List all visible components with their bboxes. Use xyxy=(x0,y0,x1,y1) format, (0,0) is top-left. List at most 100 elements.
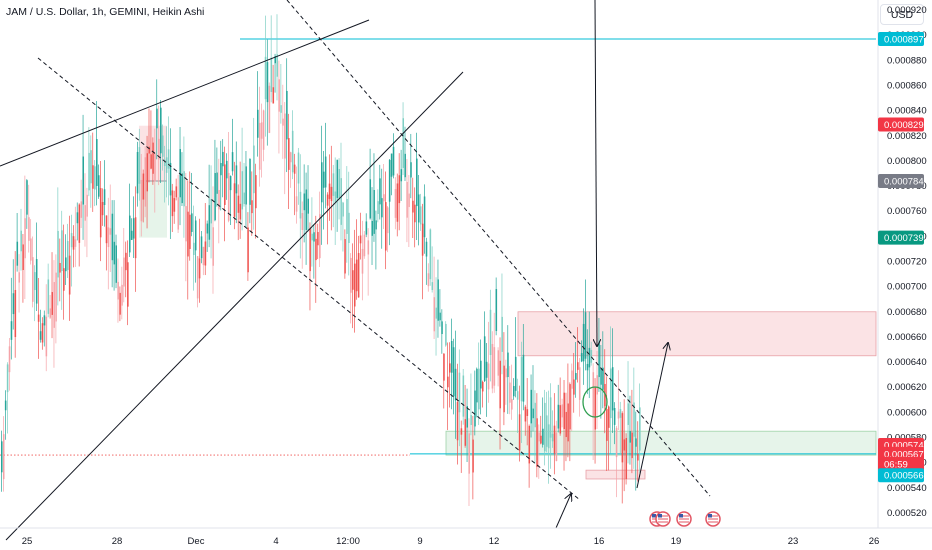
candle-body xyxy=(299,191,302,219)
candle-body xyxy=(590,349,593,363)
candle-body xyxy=(264,56,267,100)
candle-body xyxy=(160,107,162,154)
candle-body xyxy=(262,110,265,150)
candle-body xyxy=(158,138,160,160)
candle-body xyxy=(49,308,52,318)
price-tick-label: 0.000880 xyxy=(887,55,927,66)
candle-body xyxy=(398,175,401,204)
candle-body xyxy=(392,146,395,176)
candle-body xyxy=(191,213,193,232)
target-arrow xyxy=(636,343,668,489)
candle-body xyxy=(396,183,399,222)
us-flag-icon[interactable] xyxy=(676,511,692,527)
candle-body xyxy=(181,173,183,204)
candle-body xyxy=(194,220,197,251)
price-tag-label: 0.000897 xyxy=(884,34,924,45)
candle-body xyxy=(388,159,391,202)
candle-body xyxy=(573,379,575,395)
candle-body xyxy=(609,368,612,419)
candle-body xyxy=(144,157,147,207)
candle-body xyxy=(278,79,280,112)
us-flag-icon[interactable] xyxy=(655,511,671,527)
candle-body xyxy=(241,171,244,210)
price-tag xyxy=(878,468,924,483)
candle-body xyxy=(569,384,571,430)
candle-body xyxy=(330,186,333,202)
candle-body xyxy=(406,181,408,218)
candle-body xyxy=(165,157,168,173)
candle-body xyxy=(154,153,156,182)
candle-body xyxy=(212,227,214,266)
candle-body xyxy=(425,241,428,257)
candle-body xyxy=(514,356,517,391)
candle-body xyxy=(516,391,519,400)
candle-body xyxy=(571,370,573,389)
price-tag xyxy=(878,117,924,132)
candle-body xyxy=(22,244,24,271)
candle-body xyxy=(61,230,63,272)
candle-body xyxy=(239,203,242,220)
price-tag xyxy=(878,230,924,245)
us-flag-icon[interactable] xyxy=(705,511,721,527)
candle-body xyxy=(509,382,511,403)
candle-body xyxy=(538,432,540,442)
candle-body xyxy=(505,368,507,378)
candle-body xyxy=(400,169,403,182)
candle-body xyxy=(235,165,238,194)
candle-body xyxy=(379,178,381,205)
candle-body xyxy=(567,403,569,442)
candle-body xyxy=(59,262,61,273)
candle-body xyxy=(489,309,492,356)
candle-body xyxy=(282,118,284,126)
candle-body xyxy=(32,257,34,302)
candle-body xyxy=(547,424,550,449)
candle-body xyxy=(53,282,55,328)
candle-body xyxy=(123,257,125,287)
candle-body xyxy=(402,118,405,168)
price-tick-label: 0.000540 xyxy=(887,483,927,494)
candle-body xyxy=(623,439,626,451)
candle-body xyxy=(229,176,232,191)
candle-body xyxy=(513,386,515,397)
candle-body xyxy=(544,402,546,452)
candle-body xyxy=(373,189,375,234)
candle-body xyxy=(167,149,170,169)
candle-body xyxy=(427,273,430,287)
zone-demand xyxy=(445,430,877,456)
candle-body xyxy=(394,189,397,218)
candle-body xyxy=(266,62,269,103)
candle-body xyxy=(617,411,620,419)
candle-body xyxy=(600,368,602,385)
time-tick-label: 25 xyxy=(22,536,33,547)
candle-body xyxy=(615,427,618,458)
candle-body xyxy=(210,198,213,224)
currency-button[interactable]: USD xyxy=(880,4,924,25)
candle-body xyxy=(383,194,385,202)
candle-body xyxy=(417,194,420,223)
candle-body xyxy=(481,381,484,392)
candle-body xyxy=(41,323,44,343)
candle-body xyxy=(247,227,249,273)
time-tick-label: 26 xyxy=(869,536,880,547)
price-tick-label: 0.000860 xyxy=(887,80,927,91)
candle-body xyxy=(468,433,470,474)
candle-body xyxy=(119,292,121,315)
candle-body xyxy=(586,363,589,371)
candle-body xyxy=(142,173,145,200)
price-tick-label: 0.000600 xyxy=(887,407,927,418)
candle-body xyxy=(284,113,286,159)
candle-body xyxy=(470,415,472,425)
candle-body xyxy=(491,343,494,389)
candle-body xyxy=(414,204,416,223)
candle-body xyxy=(2,434,5,480)
candle-body xyxy=(435,307,437,319)
candle-body xyxy=(245,166,247,205)
candle-body xyxy=(183,171,185,207)
candle-body xyxy=(57,230,59,278)
candle-body xyxy=(322,171,325,188)
time-tick-label: 9 xyxy=(417,536,422,547)
candle-body xyxy=(88,152,90,191)
candle-body xyxy=(18,272,21,283)
candle-body xyxy=(429,229,432,280)
